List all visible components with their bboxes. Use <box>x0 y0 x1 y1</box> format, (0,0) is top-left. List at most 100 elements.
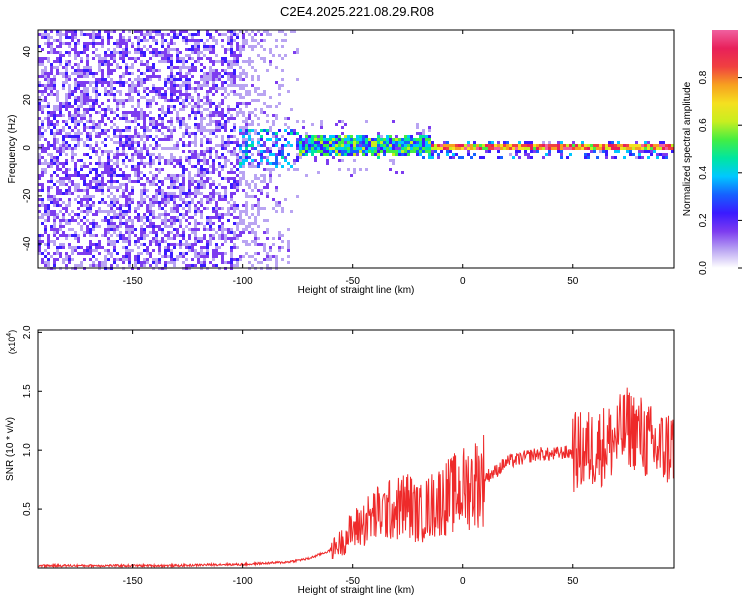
spectrogram-cell <box>128 51 131 54</box>
spectrogram-cell <box>275 153 278 156</box>
spectrogram-cell <box>134 207 137 210</box>
spectrogram-cell <box>269 174 272 177</box>
spectrogram-cell <box>245 39 248 42</box>
spectrogram-cell <box>194 156 197 159</box>
spectrogram-cell <box>182 261 185 264</box>
spectrogram-cell <box>116 225 119 228</box>
spectrogram-cell <box>68 96 71 99</box>
spectrogram-cell <box>194 33 197 36</box>
spectrogram-cell <box>155 231 158 234</box>
spectrogram-cell <box>239 231 242 234</box>
spectrogram-cell <box>86 75 89 78</box>
spectrogram-cell <box>347 138 350 141</box>
spectrogram-cell <box>248 57 251 60</box>
spectrogram-cell <box>92 204 95 207</box>
spectrogram-cell <box>110 63 113 66</box>
spectrogram-cell <box>230 252 233 255</box>
spectrogram-cell <box>188 96 191 99</box>
spectrogram-cell <box>140 219 143 222</box>
spectrogram-cell <box>119 42 122 45</box>
spectrogram-cell <box>179 198 182 201</box>
spectrogram-cell <box>377 147 380 150</box>
spectrogram-cell <box>239 78 242 81</box>
spectrogram-cell <box>182 123 185 126</box>
spectrogram-cell <box>92 126 95 129</box>
spectrogram-cell <box>320 153 323 156</box>
spectrogram-cell <box>281 84 284 87</box>
spectrogram-cell <box>245 105 248 108</box>
spectrogram-cell <box>44 87 47 90</box>
spectrogram-cell <box>560 141 563 144</box>
spectrogram-cell <box>182 81 185 84</box>
spectrogram-cell <box>98 63 101 66</box>
spectrogram-cell <box>92 72 95 75</box>
spectrogram-cell <box>245 42 248 45</box>
spectrogram-cell <box>71 156 74 159</box>
spectrogram-cell <box>431 144 434 147</box>
spectrogram-cell <box>242 204 245 207</box>
spectrogram-cell <box>113 213 116 216</box>
spectrogram-cell <box>425 135 428 138</box>
spectrogram-cell <box>662 156 665 159</box>
spectrogram-cell <box>65 33 68 36</box>
spectrogram-cell <box>635 156 638 159</box>
spectrogram-cell <box>236 45 239 48</box>
spectrogram-cell <box>275 138 278 141</box>
spectrogram-cell <box>95 54 98 57</box>
spectrogram-cell <box>659 144 662 147</box>
spectrogram-cell <box>239 51 242 54</box>
spectrogram-cell <box>164 201 167 204</box>
spectrogram-cell <box>107 117 110 120</box>
spectrogram-cell <box>518 150 521 153</box>
spectrogram-cell <box>137 255 140 258</box>
spectrogram-cell <box>200 180 203 183</box>
spectrogram-cell <box>197 261 200 264</box>
spectrogram-cell <box>44 162 47 165</box>
spectrogram-cell <box>173 237 176 240</box>
spectrogram-cell <box>128 99 131 102</box>
spectrogram-cell <box>53 240 56 243</box>
spectrogram-cell <box>113 54 116 57</box>
spectrogram-cell <box>131 189 134 192</box>
spectrogram-cell <box>41 162 44 165</box>
spectrogram-cell <box>68 78 71 81</box>
spectrogram-cell <box>266 156 269 159</box>
spectrogram-cell <box>170 258 173 261</box>
spectrogram-cell <box>191 63 194 66</box>
spectrogram-cell <box>59 114 62 117</box>
spectrogram-cell <box>248 204 251 207</box>
spectrogram-cell <box>56 150 59 153</box>
spectrogram-cell <box>416 132 419 135</box>
spectrogram-cell <box>62 171 65 174</box>
spectrogram-cell <box>314 147 317 150</box>
spectrogram-cell <box>104 234 107 237</box>
spectrogram-cell <box>257 237 260 240</box>
spectrogram-cell <box>143 81 146 84</box>
spectrogram-cell <box>236 186 239 189</box>
spectrogram-cell <box>179 240 182 243</box>
spectrogram-cell <box>104 78 107 81</box>
spectrogram-cell <box>158 114 161 117</box>
spectrogram-cell <box>134 90 137 93</box>
spectrogram-cell <box>152 117 155 120</box>
spectrogram-cell <box>287 249 290 252</box>
spectrogram-cell <box>125 189 128 192</box>
spectrogram-cell <box>254 174 257 177</box>
spectrogram-cell <box>185 252 188 255</box>
spectrogram-cell <box>173 87 176 90</box>
spectrogram-cell <box>110 54 113 57</box>
spectrogram-cell <box>176 243 179 246</box>
spectrogram-cell <box>305 174 308 177</box>
spectrogram-cell <box>161 132 164 135</box>
spectrogram-cell <box>188 117 191 120</box>
spectrogram-cell <box>167 234 170 237</box>
spectrogram-cell <box>161 60 164 63</box>
spectrogram-cell <box>137 36 140 39</box>
spectrogram-cell <box>86 57 89 60</box>
spectrogram-cell <box>152 249 155 252</box>
spectrogram-cell <box>140 39 143 42</box>
y-tick-label: -40 <box>22 236 33 251</box>
spectrogram-cell <box>98 225 101 228</box>
spectrogram-cell <box>161 189 164 192</box>
spectrogram-cell <box>395 135 398 138</box>
